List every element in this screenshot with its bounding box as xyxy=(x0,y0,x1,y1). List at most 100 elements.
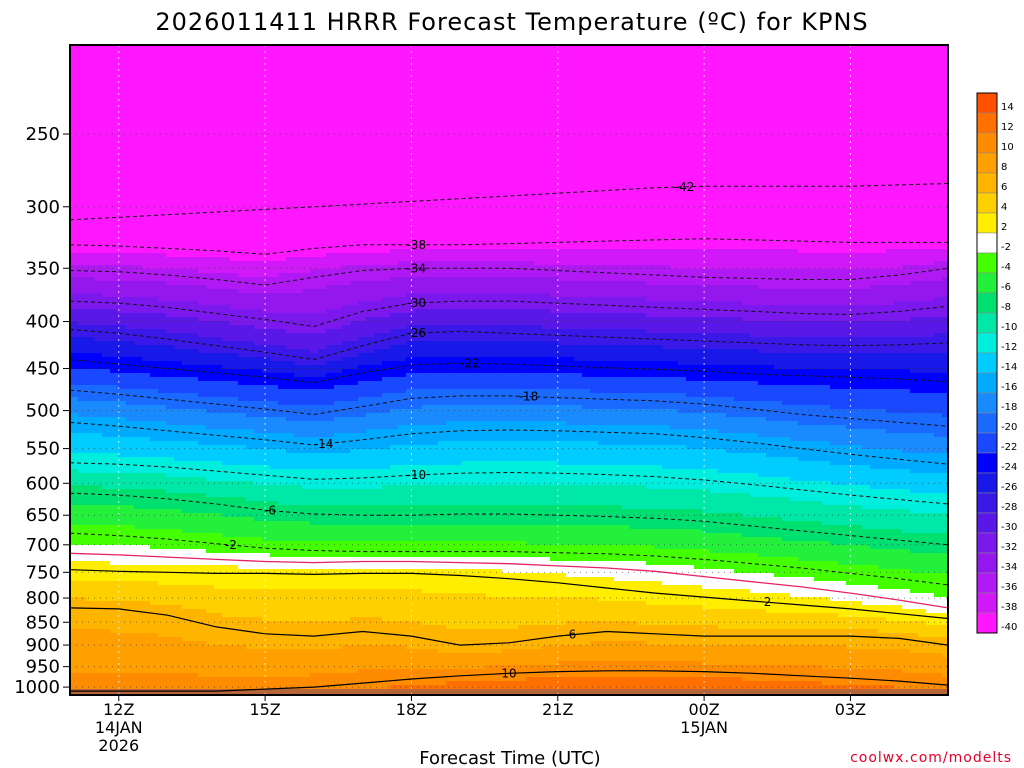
shade-cell xyxy=(142,221,151,226)
shade-cell xyxy=(270,97,279,102)
shade-cell xyxy=(94,161,103,166)
shade-cell xyxy=(262,105,271,110)
shade-cell xyxy=(270,129,279,134)
shade-cell xyxy=(126,521,135,526)
shade-cell xyxy=(182,189,191,194)
shade-cell xyxy=(78,617,87,622)
shade-cell xyxy=(294,49,303,54)
shade-cell xyxy=(214,229,223,234)
shade-cell xyxy=(102,677,111,682)
shade-cell xyxy=(182,409,191,414)
shade-cell xyxy=(198,533,207,538)
shade-cell xyxy=(174,669,183,674)
shade-cell xyxy=(86,261,95,266)
shade-cell xyxy=(294,177,303,182)
shade-cell xyxy=(310,321,319,326)
shade-cell xyxy=(206,609,215,614)
shade-cell xyxy=(78,161,87,166)
shade-cell xyxy=(270,293,279,298)
shade-cell xyxy=(158,57,167,62)
shade-cell xyxy=(134,477,143,482)
shade-cell xyxy=(158,645,167,650)
shade-cell xyxy=(302,445,311,450)
shade-cell xyxy=(94,177,103,182)
shade-cell xyxy=(118,421,127,426)
shade-cell xyxy=(222,381,231,386)
shade-cell xyxy=(262,149,271,154)
shade-cell xyxy=(278,249,287,254)
shade-cell xyxy=(214,113,223,118)
shade-cell xyxy=(102,589,111,594)
shade-cell xyxy=(230,337,239,342)
shade-cell xyxy=(182,133,191,138)
shade-cell xyxy=(166,597,175,602)
shade-cell xyxy=(102,281,111,286)
shade-cell xyxy=(150,181,159,186)
shade-cell xyxy=(174,457,183,462)
shade-cell xyxy=(118,209,127,214)
shade-cell xyxy=(230,525,239,530)
shade-cell xyxy=(110,261,119,266)
shade-cell xyxy=(262,253,271,258)
shade-cell xyxy=(174,121,183,126)
shade-cell xyxy=(142,225,151,230)
shade-cell xyxy=(182,665,191,670)
shade-cell xyxy=(214,569,223,574)
shade-cell xyxy=(238,249,247,254)
shade-cell xyxy=(102,525,111,530)
shade-cell xyxy=(78,193,87,198)
shade-cell xyxy=(150,333,159,338)
shade-cell xyxy=(230,277,239,282)
shade-cell xyxy=(182,465,191,470)
shade-cell xyxy=(94,297,103,302)
shade-cell xyxy=(182,185,191,190)
shade-cell xyxy=(190,561,199,566)
shade-cell xyxy=(174,213,183,218)
shade-cell xyxy=(294,397,303,402)
shade-cell xyxy=(86,97,95,102)
shade-cell xyxy=(302,133,311,138)
shade-cell xyxy=(190,345,199,350)
shade-cell xyxy=(198,289,207,294)
shade-cell xyxy=(198,553,207,558)
shade-cell xyxy=(270,261,279,266)
shade-cell xyxy=(246,501,255,506)
shade-cell xyxy=(142,573,151,578)
shade-cell xyxy=(254,529,263,534)
shade-cell xyxy=(102,289,111,294)
shade-cell xyxy=(150,129,159,134)
shade-cell xyxy=(70,429,79,434)
shade-cell xyxy=(286,573,295,578)
shade-cell xyxy=(150,221,159,226)
shade-cell xyxy=(126,237,135,242)
shade-cell xyxy=(94,629,103,634)
shade-cell xyxy=(214,149,223,154)
shade-cell xyxy=(278,265,287,270)
shade-cell xyxy=(182,521,191,526)
shade-cell xyxy=(214,425,223,430)
shade-cell xyxy=(270,365,279,370)
shade-cell xyxy=(214,141,223,146)
shade-cell xyxy=(278,305,287,310)
shade-cell xyxy=(278,113,287,118)
shade-cell xyxy=(94,593,103,598)
shade-cell xyxy=(270,133,279,138)
shade-cell xyxy=(270,341,279,346)
shade-cell xyxy=(174,129,183,134)
shade-cell xyxy=(166,189,175,194)
shade-cell xyxy=(198,425,207,430)
shade-cell xyxy=(206,473,215,478)
shade-cell xyxy=(286,433,295,438)
shade-cell xyxy=(94,405,103,410)
shade-cell xyxy=(310,241,319,246)
shade-cell xyxy=(206,173,215,178)
shade-cell xyxy=(102,141,111,146)
shade-cell xyxy=(78,213,87,218)
shade-cell xyxy=(222,505,231,510)
shade-cell xyxy=(102,113,111,118)
shade-cell xyxy=(190,45,199,50)
shade-cell xyxy=(126,349,135,354)
shade-cell xyxy=(206,177,215,182)
shade-cell xyxy=(94,225,103,230)
